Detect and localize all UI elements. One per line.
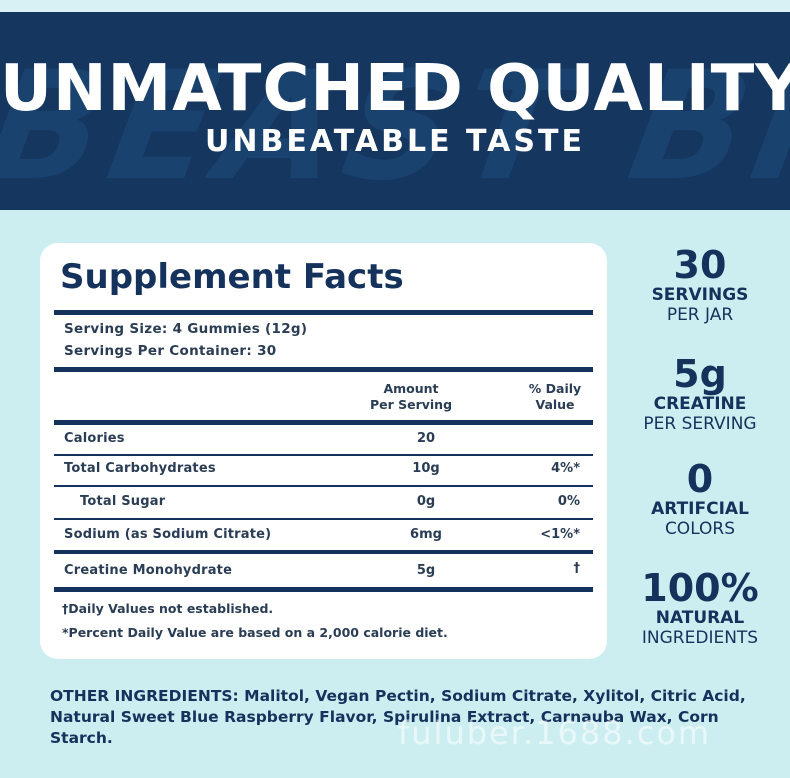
table-row-dv: 0% (557, 494, 580, 509)
banner-top-strip (0, 0, 790, 12)
table-row-dv: 4%* (551, 461, 580, 476)
column-header-amount-line2: Per Serving (369, 397, 453, 412)
stat-sublabel: COLORS (664, 519, 736, 539)
stat-creatine: 5g CREATINE PER SERVING (625, 354, 775, 434)
serving-size: Serving Size: 4 Gummies (12g) (64, 321, 308, 337)
stat-label: CREATINE (653, 394, 747, 414)
stat-label: SERVINGS (651, 285, 749, 305)
stat-number: 5g (673, 352, 727, 396)
hero-banner: BEAST BITE UNMATCHED QUALITY. UNBEATABLE… (0, 0, 790, 210)
table-row-amount: 6mg (410, 527, 442, 542)
divider-thin (54, 485, 593, 487)
table-row-label: Total Sugar (80, 494, 166, 509)
divider-thin (54, 518, 593, 520)
column-header-dv-line2: Value (535, 397, 575, 412)
stat-sublabel: INGREDIENTS (641, 628, 759, 648)
divider-thick (54, 420, 593, 425)
stat-number: 100% (641, 566, 759, 610)
stat-servings: 30 SERVINGS PER JAR (625, 245, 775, 325)
divider-thick (54, 587, 593, 592)
subheadline: UNBEATABLE TASTE (205, 124, 585, 159)
stat-sublabel: PER SERVING (643, 414, 757, 434)
table-row-amount: 5g (416, 563, 436, 578)
table-row-dv: <1%* (540, 527, 580, 542)
stat-label: NATURAL (655, 608, 745, 628)
divider-thick (54, 310, 593, 315)
column-header-amount: Amount Per Serving (360, 381, 462, 413)
table-row-amount: 20 (416, 431, 436, 446)
column-header-amount-line1: Amount (383, 381, 439, 396)
watermark: fuluber.1688.com (398, 714, 712, 752)
servings-per-container: Servings Per Container: 30 (64, 343, 277, 359)
column-header-dv-line1: % Daily (528, 381, 582, 396)
stat-number: 0 (686, 457, 714, 501)
divider-medium (54, 550, 593, 554)
footnote-percent-dv: *Percent Daily Value are based on a 2,00… (62, 625, 448, 640)
other-ingredients: OTHER INGREDIENTS: Malitol, Vegan Pectin… (50, 687, 746, 747)
divider-thin (54, 454, 593, 456)
table-row-amount: 0g (416, 494, 436, 509)
stat-label: ARTIFCIAL (651, 499, 749, 519)
divider-thick (54, 367, 593, 372)
stat-sublabel: PER JAR (666, 305, 734, 325)
table-row-dv: † (573, 561, 581, 576)
table-row-label: Sodium (as Sodium Citrate) (64, 527, 272, 542)
table-row-label: Creatine Monohydrate (64, 563, 233, 578)
facts-title: Supplement Facts (60, 257, 404, 297)
column-header-daily-value: % Daily Value (510, 381, 600, 413)
footnote-dagger: †Daily Values not established. (62, 601, 274, 616)
stat-natural: 100% NATURAL INGREDIENTS (625, 568, 775, 648)
stat-number: 30 (673, 243, 727, 287)
table-row-amount: 10g (412, 461, 440, 476)
supplement-facts-panel: Supplement Facts Serving Size: 4 Gummies… (40, 243, 607, 659)
stat-colors: 0 ARTIFCIAL COLORS (625, 459, 775, 539)
headline: UNMATCHED QUALITY. (0, 52, 790, 126)
table-row-label: Calories (64, 431, 125, 446)
table-row-label: Total Carbohydrates (64, 461, 216, 476)
